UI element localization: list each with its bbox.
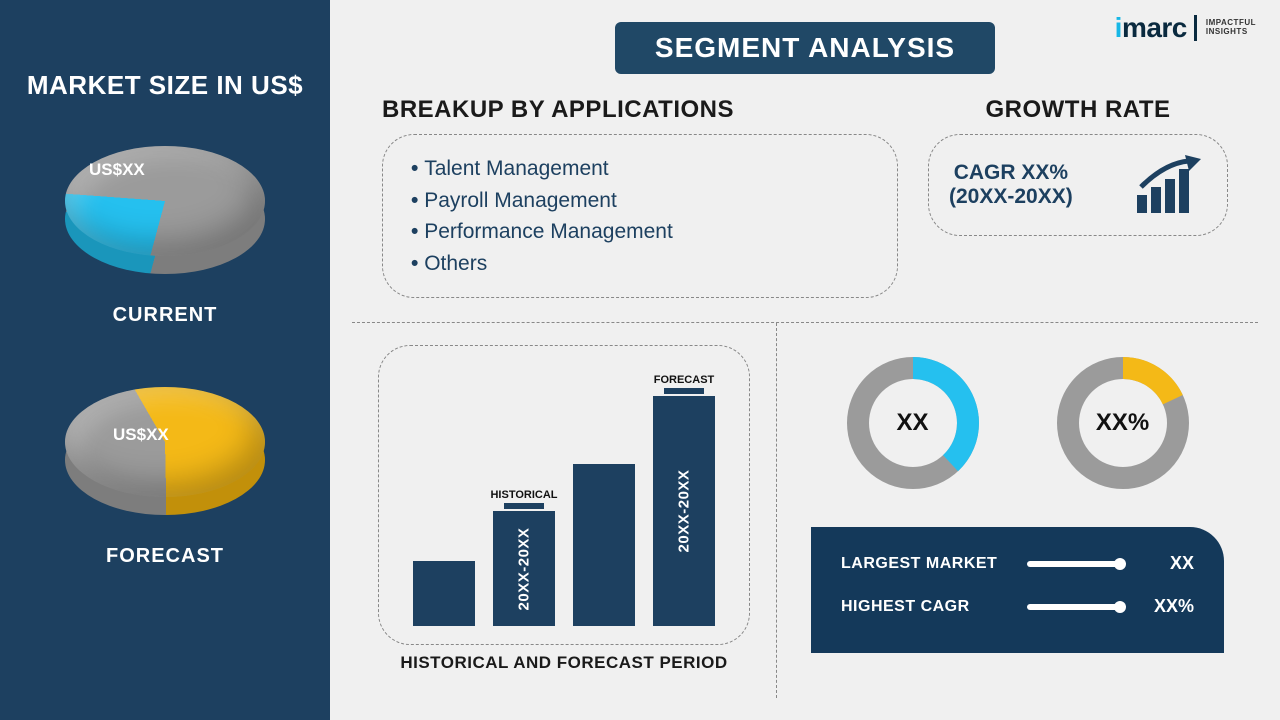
donut-chart: XX% [1053, 353, 1193, 493]
metrics-panel: XX XX% LARGEST MARKET XX HIGHEST CAGR XX% [777, 323, 1258, 698]
main-title: SEGMENT ANALYSIS [615, 22, 995, 74]
fact-value: XX% [1140, 596, 1194, 617]
bar-period-label: 20XX-20XX [516, 527, 533, 610]
growth-panel: GROWTH RATE CAGR XX% (20XX-20XX) [928, 96, 1228, 298]
donut-label: XX% [1053, 353, 1193, 493]
fact-label: HIGHEST CAGR [841, 598, 1011, 616]
bars-box: HISTORICAL20XX-20XXFORECAST20XX-20XX [378, 345, 750, 645]
breakup-title: BREAKUP BY APPLICATIONS [382, 96, 898, 124]
fact-row: LARGEST MARKET XX [841, 553, 1194, 574]
brand-divider [1194, 15, 1197, 41]
pie-value: US$XX [113, 425, 169, 445]
brand-logo: imarc IMPACTFUL INSIGHTS [1115, 12, 1256, 44]
bar: HISTORICAL20XX-20XX [493, 511, 555, 626]
fact-bar [1027, 561, 1124, 567]
brand-tagline: IMPACTFUL INSIGHTS [1206, 19, 1256, 37]
breakup-panel: BREAKUP BY APPLICATIONS Talent Managemen… [382, 96, 898, 298]
infographic-root: MARKET SIZE IN US$ US$XX CURRENT US$XX F… [0, 0, 1280, 720]
row-top: BREAKUP BY APPLICATIONS Talent Managemen… [352, 96, 1258, 298]
bar-top-label: FORECAST [654, 374, 715, 386]
bars-area: HISTORICAL20XX-20XXFORECAST20XX-20XX [409, 376, 719, 626]
main: imarc IMPACTFUL INSIGHTS SEGMENT ANALYSI… [330, 0, 1280, 720]
sidebar-title: MARKET SIZE IN US$ [27, 70, 303, 101]
growth-title: GROWTH RATE [985, 96, 1170, 124]
pie-current: US$XX [55, 136, 275, 286]
growth-chart-icon [1135, 155, 1207, 215]
breakup-item: Performance Management [411, 216, 869, 248]
pie-value: US$XX [89, 160, 145, 180]
fact-value: XX [1140, 553, 1194, 574]
historical-forecast-panel: HISTORICAL20XX-20XXFORECAST20XX-20XX HIS… [352, 323, 777, 698]
bars-caption: HISTORICAL AND FORECAST PERIOD [400, 653, 727, 673]
breakup-list: Talent ManagementPayroll ManagementPerfo… [411, 153, 869, 279]
bar [573, 464, 635, 627]
pie-forecast-block: US$XX FORECAST [55, 377, 275, 568]
sidebar: MARKET SIZE IN US$ US$XX CURRENT US$XX F… [0, 0, 330, 720]
pie-forecast: US$XX [55, 377, 275, 527]
bar-top-label: HISTORICAL [490, 489, 557, 501]
bar-period-label: 20XX-20XX [676, 470, 693, 553]
breakup-item: Talent Management [411, 153, 869, 185]
breakup-item: Others [411, 248, 869, 280]
bar: FORECAST20XX-20XX [653, 396, 715, 626]
fact-bar [1027, 604, 1124, 610]
fact-label: LARGEST MARKET [841, 555, 1011, 573]
donut-chart: XX [843, 353, 983, 493]
pie-current-block: US$XX CURRENT [55, 136, 275, 327]
pie-current-label: CURRENT [113, 304, 218, 327]
fact-row: HIGHEST CAGR XX% [841, 596, 1194, 617]
brand-name: imarc [1115, 12, 1187, 44]
donut-row: XX XX% [811, 353, 1224, 493]
growth-box: CAGR XX% (20XX-20XX) [928, 134, 1228, 236]
pie-forecast-label: FORECAST [106, 545, 224, 568]
row-bottom: HISTORICAL20XX-20XXFORECAST20XX-20XX HIS… [352, 323, 1258, 698]
breakup-box: Talent ManagementPayroll ManagementPerfo… [382, 134, 898, 298]
breakup-item: Payroll Management [411, 185, 869, 217]
growth-text: CAGR XX% (20XX-20XX) [949, 161, 1073, 209]
facts-box: LARGEST MARKET XX HIGHEST CAGR XX% [811, 527, 1224, 653]
bar [413, 561, 475, 626]
donut-label: XX [843, 353, 983, 493]
